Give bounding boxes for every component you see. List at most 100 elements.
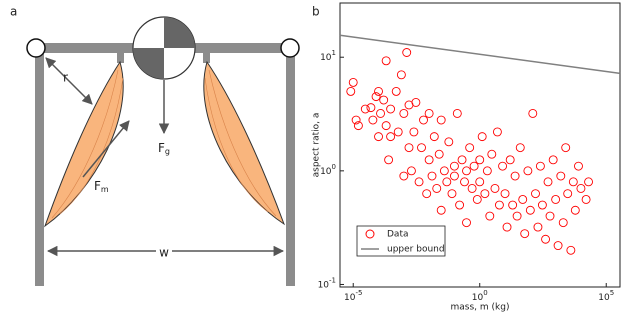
data-point bbox=[523, 166, 533, 176]
tick-exponent: -1 bbox=[329, 276, 336, 284]
data-point bbox=[427, 171, 437, 181]
data-point bbox=[477, 132, 487, 142]
data-point bbox=[482, 166, 492, 176]
data-point bbox=[561, 143, 571, 153]
joint bbox=[26, 38, 46, 58]
data-point bbox=[494, 200, 504, 210]
data-point bbox=[465, 143, 475, 153]
data-point bbox=[366, 103, 376, 113]
data-point bbox=[411, 97, 421, 107]
data-point bbox=[449, 161, 459, 171]
legend-label: upper bound bbox=[387, 245, 445, 255]
tick-base: 10 bbox=[472, 293, 484, 303]
data-point bbox=[531, 189, 540, 199]
data-point bbox=[498, 161, 508, 171]
tick-exponent: 1 bbox=[332, 49, 336, 57]
fm-label: Fm bbox=[94, 179, 109, 194]
data-point bbox=[381, 121, 391, 131]
data-point bbox=[533, 222, 543, 232]
w-label: w bbox=[159, 246, 169, 260]
data-point bbox=[429, 132, 439, 142]
data-point bbox=[553, 241, 563, 251]
tick-base: 10 bbox=[320, 166, 332, 176]
data-point bbox=[447, 189, 457, 199]
data-point bbox=[393, 127, 403, 137]
tick-exponent: 0 bbox=[332, 163, 336, 171]
data-point bbox=[374, 132, 383, 142]
data-point bbox=[444, 137, 454, 147]
data-point bbox=[551, 195, 561, 204]
data-point bbox=[475, 177, 485, 187]
data-point bbox=[570, 205, 580, 215]
tick-exponent: -5 bbox=[355, 289, 362, 297]
data-point bbox=[508, 200, 518, 210]
legend-box bbox=[356, 225, 446, 257]
data-point bbox=[457, 155, 467, 165]
tick-base: 10 bbox=[318, 280, 330, 290]
tick-label: 10-1 bbox=[318, 276, 336, 290]
hanger bbox=[203, 53, 210, 63]
r-label: r bbox=[63, 71, 68, 85]
data-point bbox=[432, 183, 442, 193]
data-point bbox=[537, 200, 547, 210]
data-point bbox=[520, 229, 530, 239]
data-point bbox=[558, 218, 568, 228]
chart: b mass, m (kg) aspect ratio, a 10-5 100 10… bbox=[312, 2, 621, 313]
data-point bbox=[462, 218, 471, 228]
data-point bbox=[439, 166, 449, 176]
tick-label: 100 bbox=[320, 163, 336, 177]
muscle bbox=[43, 60, 285, 228]
data-point bbox=[500, 189, 510, 199]
tick-label: 105 bbox=[598, 289, 614, 303]
data-point bbox=[490, 183, 500, 193]
data-point bbox=[574, 161, 583, 171]
tick-label: 100 bbox=[472, 289, 488, 303]
y-axis-label: aspect ratio, a bbox=[312, 113, 322, 178]
r-arrow bbox=[45, 57, 93, 105]
mass-ball bbox=[132, 16, 196, 80]
panel-label: a bbox=[10, 5, 17, 19]
data-point bbox=[406, 166, 416, 176]
line bbox=[339, 34, 621, 75]
data-point bbox=[442, 177, 452, 187]
data-point bbox=[414, 177, 424, 187]
data-point bbox=[455, 200, 465, 210]
tick-label: 10-5 bbox=[344, 289, 362, 303]
data-point bbox=[434, 149, 444, 159]
data-point bbox=[424, 155, 434, 165]
data-point bbox=[402, 48, 412, 57]
data-point bbox=[545, 211, 555, 221]
data-point bbox=[475, 155, 485, 165]
data-point bbox=[371, 92, 381, 102]
legend-marker bbox=[365, 229, 375, 239]
data-point bbox=[584, 177, 594, 187]
w-label-bg bbox=[156, 245, 172, 259]
data-point bbox=[563, 189, 573, 199]
data-point bbox=[346, 86, 356, 96]
data-point bbox=[515, 143, 525, 153]
left-post bbox=[35, 48, 44, 286]
data-point bbox=[404, 143, 414, 153]
data-point bbox=[525, 205, 535, 215]
data-point bbox=[399, 108, 409, 118]
data-point bbox=[353, 121, 363, 131]
data-point bbox=[543, 177, 553, 187]
x-axis-label: mass, m (kg) bbox=[451, 303, 510, 313]
data-point bbox=[576, 183, 586, 193]
data-point bbox=[417, 143, 426, 153]
tick-exponent: 0 bbox=[483, 289, 487, 297]
data-point bbox=[460, 177, 469, 187]
data-point bbox=[384, 155, 394, 165]
data-point bbox=[449, 171, 459, 181]
data-point bbox=[467, 183, 477, 193]
data-point bbox=[528, 108, 538, 118]
data-point bbox=[502, 222, 512, 232]
joint bbox=[280, 38, 300, 58]
data-point bbox=[351, 115, 361, 125]
data-point bbox=[452, 108, 462, 118]
data-point bbox=[548, 155, 558, 165]
tick-base: 10 bbox=[344, 293, 356, 303]
data-point bbox=[422, 189, 432, 199]
data-point bbox=[386, 132, 396, 142]
data-point bbox=[566, 245, 576, 255]
